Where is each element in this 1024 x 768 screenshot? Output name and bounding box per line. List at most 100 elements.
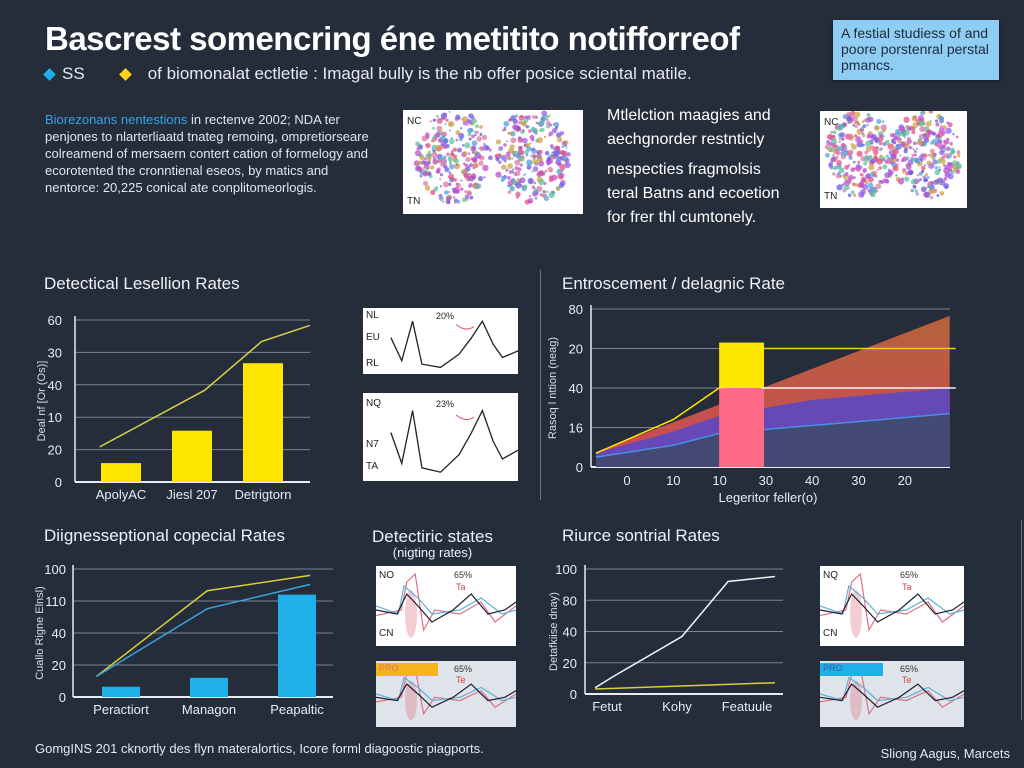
- atom: [830, 138, 838, 145]
- atom: [895, 174, 898, 177]
- atom: [864, 156, 871, 163]
- atom: [559, 156, 564, 161]
- middle-text-line: aechgnorder restnticly: [607, 131, 765, 148]
- atom: [556, 186, 560, 190]
- waveform-thumbnail: NQ CN 65% Ta: [819, 566, 965, 646]
- atom: [843, 184, 850, 191]
- atom: [926, 176, 930, 179]
- molecule-structure-icon: [413, 110, 571, 205]
- atom: [925, 129, 932, 135]
- atom: [918, 178, 922, 182]
- category-label: Fetut: [592, 699, 622, 714]
- atom: [435, 114, 439, 118]
- atom: [474, 133, 477, 137]
- atom: [456, 200, 461, 204]
- atom: [565, 158, 570, 163]
- footer-left: GomgINS 201 cknortly des flyn materalort…: [35, 741, 484, 756]
- atom: [456, 149, 459, 152]
- atom: [488, 155, 493, 161]
- atom: [453, 186, 460, 194]
- atom: [910, 146, 913, 150]
- atom: [454, 155, 458, 158]
- yellow-bar: [719, 342, 765, 388]
- waveform-line: [819, 584, 965, 615]
- atom: [557, 173, 563, 180]
- atom: [465, 175, 472, 182]
- atom: [518, 120, 523, 125]
- atom: [467, 152, 471, 155]
- y-tick-label: 100: [44, 562, 66, 577]
- atom: [882, 178, 886, 182]
- atom: [507, 175, 511, 180]
- atom: [439, 185, 443, 188]
- atom: [905, 171, 910, 176]
- atom: [848, 149, 854, 155]
- atom: [443, 190, 449, 195]
- category-label: Kohy: [662, 699, 692, 714]
- atom: [526, 125, 530, 129]
- atom: [900, 141, 906, 147]
- y-axis-label: Deal nf [Or (Os)]: [36, 361, 48, 442]
- atom: [471, 118, 477, 124]
- atom: [507, 190, 512, 195]
- thumb-label: NO: [379, 570, 394, 581]
- thumb-percent: 23%: [436, 399, 455, 409]
- atom: [934, 119, 939, 123]
- waveform-line: [819, 666, 965, 716]
- atom: [912, 148, 915, 151]
- molecule-label-top: NC: [407, 116, 422, 127]
- waveform-thumbnail: NL EU RL 20%: [363, 308, 519, 374]
- atom: [483, 144, 490, 151]
- atom: [911, 130, 916, 135]
- atom: [876, 118, 882, 125]
- atom: [531, 170, 534, 173]
- atom: [905, 163, 908, 167]
- atom: [862, 170, 866, 173]
- y-tick-label: 20: [52, 658, 66, 673]
- atom: [941, 144, 946, 149]
- atom: [433, 187, 438, 192]
- atom: [495, 171, 502, 178]
- atom: [472, 163, 477, 168]
- atom: [914, 189, 919, 193]
- atom: [536, 137, 544, 144]
- atom: [907, 159, 914, 166]
- atom: [506, 140, 509, 143]
- atom: [477, 175, 484, 182]
- atom: [475, 124, 479, 129]
- intro-text: in rectenve 2002; NDA ter penjones to nl…: [45, 112, 369, 195]
- thumb-label: CN: [823, 628, 838, 639]
- atom: [416, 147, 419, 151]
- category-label: Managon: [182, 702, 236, 717]
- atom: [443, 160, 446, 164]
- atom: [511, 157, 514, 160]
- atom: [861, 120, 865, 124]
- atom: [526, 115, 531, 120]
- atom: [839, 132, 846, 138]
- atom: [454, 163, 461, 170]
- atom: [452, 147, 457, 152]
- atom: [508, 170, 513, 174]
- atom: [906, 136, 911, 142]
- atom: [934, 165, 939, 170]
- atom: [922, 132, 928, 138]
- legend-label: SS: [62, 64, 85, 83]
- atom: [895, 144, 901, 150]
- atom: [417, 160, 423, 165]
- atom: [528, 194, 532, 198]
- atom: [439, 156, 444, 161]
- waveform-icon: [390, 319, 519, 369]
- atom: [825, 152, 830, 158]
- atom: [884, 172, 891, 179]
- atom: [515, 191, 521, 198]
- bar: [172, 430, 212, 482]
- atom: [516, 177, 520, 181]
- atom: [446, 200, 451, 205]
- atom: [899, 154, 902, 157]
- category-label: Peractiort: [93, 702, 149, 717]
- atom: [841, 137, 845, 141]
- atom: [479, 125, 483, 129]
- atom: [910, 179, 917, 185]
- atom: [521, 155, 525, 159]
- atom: [917, 139, 923, 146]
